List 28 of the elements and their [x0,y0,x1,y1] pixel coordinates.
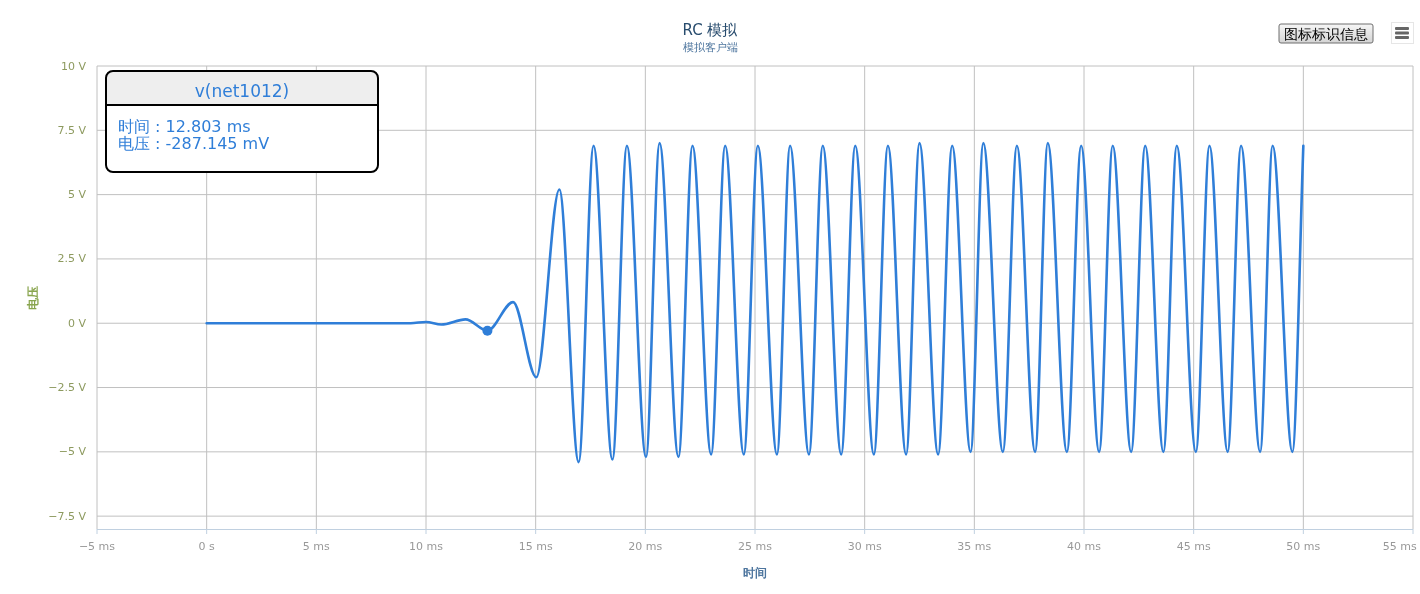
y-tick-label: −2.5 V [48,381,87,395]
y-tick-label: 5 V [67,188,87,202]
x-tick-label: 35 ms [957,540,992,553]
y-tick-label: −5 V [58,445,87,459]
x-tick-label: 20 ms [628,540,663,553]
annotation: 时间 : 12.803 ms 电压 : -287.145 mV [118,117,270,153]
x-tick-label: 45 ms [1176,540,1211,553]
x-tick-label: 50 ms [1286,540,1321,553]
x-axis-title: 时间 [743,566,767,580]
y-tick-label: 2.5 V [57,252,87,266]
x-tick-label: −5 ms [78,540,116,553]
y-tick-label: 0 V [67,316,87,330]
button: 图标标识信息 [1278,23,1374,44]
x-tick-label: 25 ms [738,540,773,553]
x-tick-label: 55 ms [1382,540,1417,553]
tooltip: v(net1012) 时间 : 12.803 ms 电压 : -287.145 mV [105,70,379,173]
chart-subtitle: 模拟客户端 [682,41,738,54]
y-tick-label: 7.5 V [57,123,87,137]
x-tick-label: 15 ms [518,540,553,553]
x-tick-label: 10 ms [409,540,444,553]
y-tick-label: −7.5 V [48,509,87,523]
y-tick-label: 10 V [60,59,87,73]
x-tick-label: 40 ms [1067,540,1102,553]
y-axis-title: 电压 [26,285,40,310]
x-tick-label: 0 s [198,540,216,553]
x-tick-label: 30 ms [847,540,882,553]
x-tick-label: 5 ms [302,540,331,553]
chart-title: RC 模拟 [682,21,739,39]
